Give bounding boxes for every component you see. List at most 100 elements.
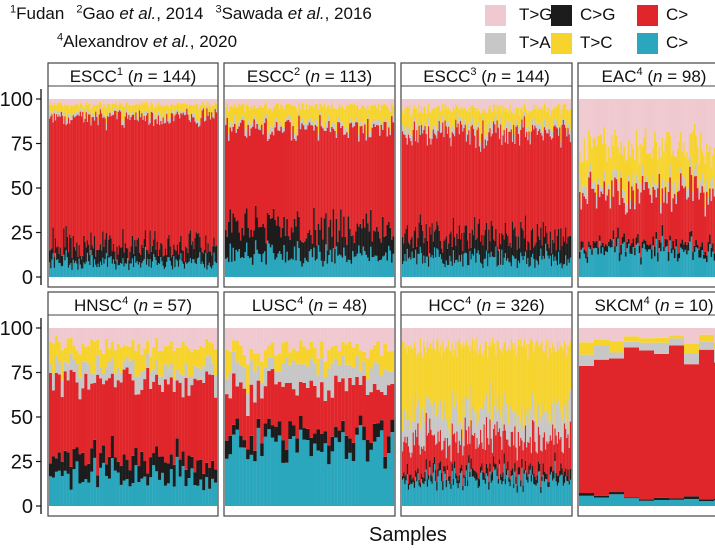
bar-segment-CtoT: [428, 266, 430, 277]
bar-segment-TtoC: [504, 341, 507, 413]
bar-segment-CtoA: [147, 112, 149, 251]
bar-segment-TtoG: [624, 99, 627, 161]
bar-segment-TtoA: [308, 119, 311, 123]
bar-segment-TtoC: [286, 103, 288, 118]
bar-segment-TtoC: [125, 102, 128, 109]
bar-segment-CtoA: [328, 120, 330, 228]
bar-segment-CtoT: [524, 470, 527, 506]
bar-segment-CtoT: [481, 470, 483, 506]
bar-segment-TtoG: [410, 328, 412, 346]
bar-segment-CtoG: [496, 468, 498, 477]
bar-segment-TtoC: [386, 105, 389, 131]
bar-segment-CtoT: [69, 264, 71, 277]
bar-segment-CtoA: [158, 384, 162, 457]
bar-segment-CtoG: [436, 221, 438, 249]
bar-segment-TtoC: [215, 103, 218, 110]
bar-segment-TtoC: [550, 110, 553, 131]
bar-segment-TtoG: [118, 99, 121, 103]
bar-segment-CtoG: [550, 466, 553, 472]
bar-segment-TtoC: [177, 102, 180, 113]
bar-segment-TtoC: [431, 348, 433, 407]
bar-segment-TtoC: [254, 108, 257, 121]
bar-segment-TtoG: [326, 99, 329, 106]
bar-segment-CtoA: [424, 450, 426, 472]
bar-segment-CtoA: [212, 117, 214, 247]
bar-segment-CtoT: [130, 263, 132, 277]
bar-segment-CtoT: [296, 241, 299, 277]
bar-segment-CtoT: [657, 261, 659, 277]
bar-segment-CtoT: [631, 254, 633, 277]
bar-segment-CtoA: [600, 191, 603, 246]
bar-segment-TtoC: [693, 123, 696, 170]
bar-segment-CtoA: [448, 446, 450, 477]
bar-segment-CtoG: [641, 241, 644, 249]
bar-segment-TtoC: [90, 109, 92, 121]
bar-segment-CtoT: [504, 484, 507, 506]
bar-segment-TtoC: [562, 350, 565, 430]
bar-segment-TtoG: [436, 328, 438, 341]
bar-segment-CtoA: [465, 141, 468, 226]
bar-segment-CtoG: [480, 241, 482, 263]
bar-segment-CtoG: [516, 249, 518, 269]
bar-segment-TtoG: [60, 99, 63, 104]
bar-segment-TtoA: [542, 131, 544, 141]
bar-segment-CtoA: [695, 175, 698, 241]
bar-segment-CtoA: [259, 130, 262, 227]
bar-segment-TtoG: [643, 99, 645, 137]
bar-segment-TtoA: [534, 418, 536, 442]
bar-segment-CtoT: [412, 482, 414, 506]
bar-segment-TtoC: [250, 106, 253, 124]
bar-segment-CtoA: [533, 421, 535, 474]
bar-segment-TtoG: [556, 328, 559, 343]
bar-segment-CtoG: [355, 231, 357, 257]
bar-segment-CtoT: [469, 476, 471, 506]
bar-segment-CtoA: [410, 457, 412, 475]
bar-segment-CtoA: [643, 189, 645, 240]
bar-segment-CtoG: [561, 246, 563, 269]
bar-segment-TtoG: [623, 99, 626, 146]
bar-segment-TtoA: [669, 164, 671, 178]
bar-segment-TtoC: [530, 338, 533, 417]
bar-segment-CtoG: [639, 499, 655, 501]
bar-segment-TtoG: [526, 328, 528, 344]
bar-segment-TtoA: [107, 361, 112, 379]
bar-segment-CtoA: [579, 365, 595, 494]
bar-segment-CtoG: [190, 456, 194, 469]
bar-segment-CtoT: [352, 251, 354, 277]
bar-segment-TtoC: [228, 351, 233, 373]
bar-segment-TtoC: [514, 342, 516, 411]
bar-segment-TtoC: [409, 104, 411, 129]
bar-segment-CtoT: [449, 484, 451, 506]
bar-segment-TtoC: [469, 351, 471, 426]
bar-segment-CtoT: [200, 263, 202, 277]
bar-segment-CtoA: [478, 444, 481, 480]
bar-segment-CtoT: [704, 258, 707, 277]
bar-segment-CtoA: [442, 449, 444, 481]
bar-segment-TtoC: [494, 105, 496, 119]
bar-segment-TtoC: [536, 110, 539, 126]
bar-segment-TtoG: [131, 328, 135, 340]
bar-segment-TtoA: [428, 398, 430, 433]
bar-segment-TtoG: [456, 328, 458, 357]
bar-segment-TtoC: [543, 103, 546, 120]
bar-segment-CtoT: [202, 264, 205, 277]
bar-segment-CtoT: [566, 480, 568, 506]
bar-segment-TtoA: [143, 111, 145, 116]
bar-segment-TtoA: [560, 141, 562, 148]
bar-segment-TtoG: [256, 99, 259, 108]
bar-segment-TtoC: [355, 343, 359, 357]
bar-segment-TtoG: [290, 99, 293, 105]
source-2: 2Gao et al., 2014: [76, 3, 204, 23]
bar-segment-TtoG: [620, 99, 623, 142]
y-tick-label: 50: [11, 178, 33, 200]
bar-segment-CtoA: [193, 378, 197, 473]
bar-segment-CtoT: [502, 264, 504, 277]
bar-segment-TtoG: [386, 328, 391, 352]
bar-segment-CtoT: [103, 263, 105, 277]
bar-segment-TtoC: [293, 105, 296, 134]
bar-segment-TtoG: [650, 99, 653, 159]
bar-segment-CtoT: [423, 255, 425, 277]
bar-segment-CtoT: [239, 258, 242, 277]
bar-segment-TtoG: [200, 99, 202, 106]
bar-segment-CtoT: [260, 456, 264, 506]
